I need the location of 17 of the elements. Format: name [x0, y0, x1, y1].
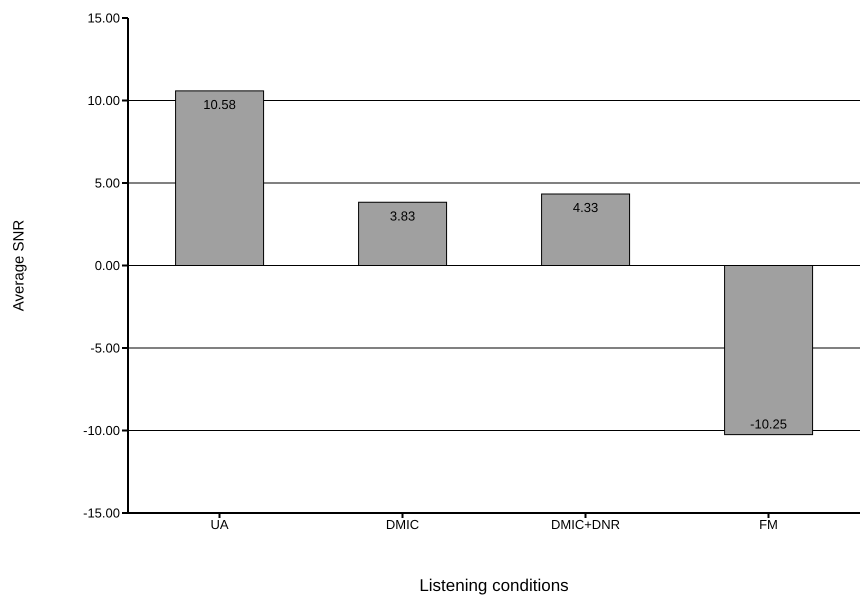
y-tick-label: 10.00: [87, 93, 120, 108]
y-tick-label: 15.00: [87, 10, 120, 26]
x-axis-title: Listening conditions: [419, 576, 569, 595]
x-tick-label: DMIC: [386, 517, 420, 532]
x-tick-label: FM: [759, 517, 778, 532]
y-tick-label: 0.00: [94, 258, 120, 274]
data-label: 4.33: [572, 200, 598, 216]
y-tick-label: -5.00: [90, 340, 120, 356]
x-tick-label: UA: [210, 517, 229, 532]
x-tick-label: DMIC+DNR: [551, 517, 620, 532]
y-tick-label: -15.00: [83, 506, 120, 521]
data-label: 3.83: [390, 208, 416, 224]
data-label: 10.58: [203, 96, 236, 112]
y-tick-label: 5.00: [94, 176, 120, 191]
y-tick-label: -10.00: [83, 423, 120, 438]
data-label: -10.25: [750, 416, 788, 432]
y-axis-title: Average SNR: [10, 220, 28, 312]
